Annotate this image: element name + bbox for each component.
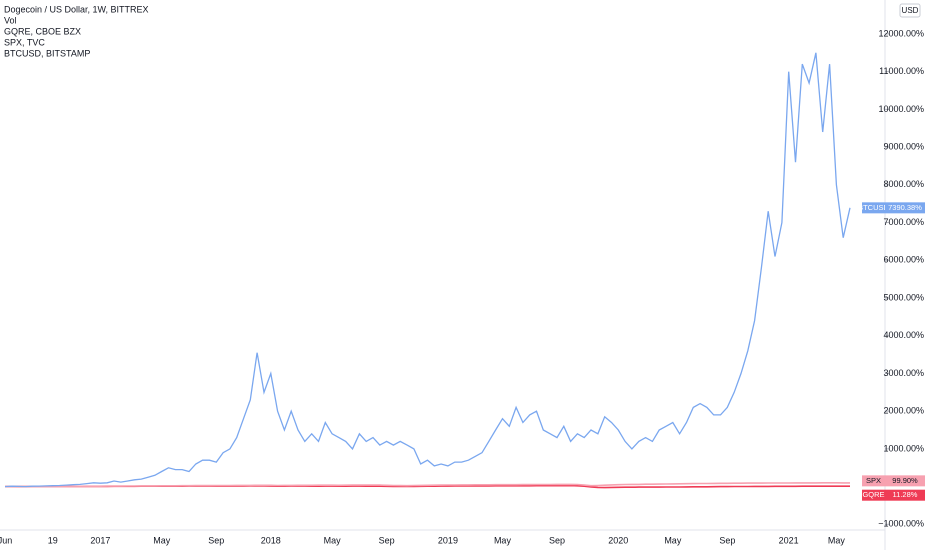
- x-tick-label: May: [494, 535, 512, 545]
- y-tick-label: 6000.00%: [883, 255, 924, 265]
- series-line: [5, 482, 850, 488]
- badge-name-box: [862, 489, 885, 501]
- y-tick-label: 2000.00%: [883, 406, 924, 416]
- badge-name: BTCUSD: [858, 203, 889, 212]
- y-tick-label: 4000.00%: [883, 330, 924, 340]
- badge-name: GQRE: [862, 490, 884, 499]
- badge-value: 99.90%: [892, 476, 918, 485]
- x-tick-label: 19: [48, 535, 58, 545]
- badge-name: SPX: [866, 476, 881, 485]
- badge-value-box: [885, 475, 925, 487]
- x-tick-label: Jun: [0, 535, 12, 545]
- y-tick-label: 7000.00%: [883, 217, 924, 227]
- y-tick-label: 5000.00%: [883, 292, 924, 302]
- legend-entry: BTCUSD, BITSTAMP: [4, 48, 90, 58]
- badge-value-box: [885, 202, 925, 214]
- badge-name-box: [862, 475, 885, 487]
- badge-value-box: [885, 489, 925, 501]
- legend-entry: Vol: [4, 15, 17, 25]
- x-tick-label: May: [153, 535, 171, 545]
- x-tick-label: 2020: [608, 535, 628, 545]
- badge-value: 11.28%: [893, 490, 918, 499]
- x-tick-label: Sep: [208, 535, 224, 545]
- y-tick-label: 10000.00%: [878, 104, 924, 114]
- legend-entry: Dogecoin / US Dollar, 1W, BITTREX: [4, 4, 149, 14]
- currency[interactable]: USD: [902, 6, 919, 15]
- legend-entry: GQRE, CBOE BZX: [4, 26, 81, 36]
- y-tick-label: 11000.00%: [879, 66, 924, 76]
- y-tick-label: 12000.00%: [878, 28, 924, 38]
- x-tick-label: 2018: [261, 535, 281, 545]
- x-tick-label: May: [828, 535, 846, 545]
- currency-box[interactable]: [899, 3, 921, 18]
- y-tick-label: 1000.00%: [883, 443, 924, 453]
- badge-name-box: [862, 202, 885, 214]
- y-tick-label: 8000.00%: [883, 179, 924, 189]
- legend-entry: SPX, TVC: [4, 37, 45, 47]
- x-tick-label: May: [664, 535, 682, 545]
- x-tick-label: 2019: [438, 535, 458, 545]
- y-tick-label: 3000.00%: [883, 368, 924, 378]
- badge-value: 7390.38%: [888, 203, 922, 212]
- x-tick-label: Sep: [719, 535, 735, 545]
- y-tick-label: −1000.00%: [878, 519, 924, 529]
- y-tick-label: 9000.00%: [883, 141, 924, 151]
- x-tick-label: 2021: [779, 535, 799, 545]
- x-tick-label: Sep: [379, 535, 395, 545]
- x-tick-label: May: [324, 535, 342, 545]
- series-line: [4, 52, 851, 488]
- x-tick-label: 2017: [90, 535, 110, 545]
- x-tick-label: Sep: [549, 535, 565, 545]
